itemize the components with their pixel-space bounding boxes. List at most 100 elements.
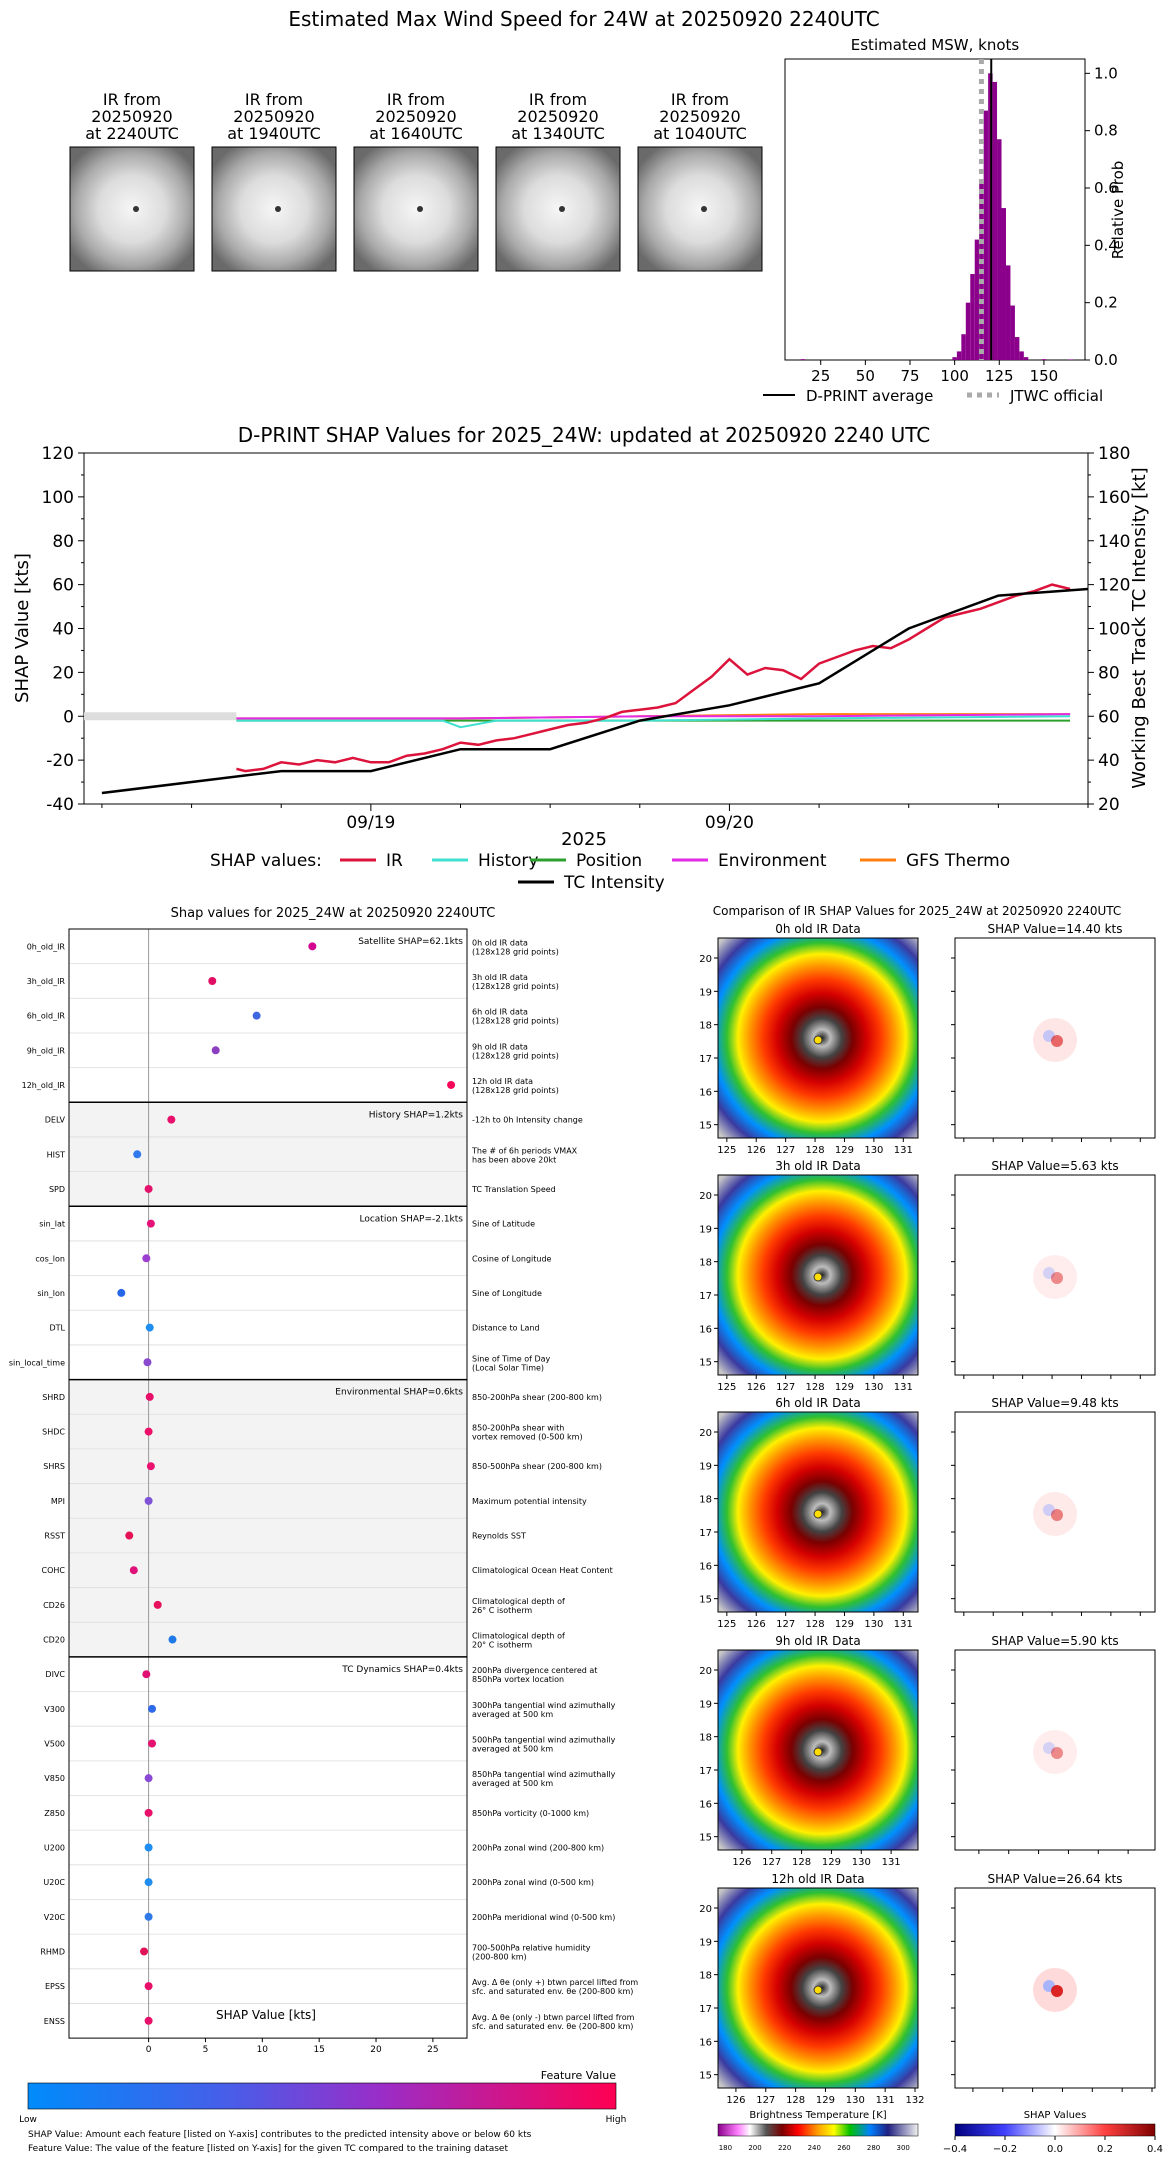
feature-description: sfc. and saturated env. θe (200-800 km) <box>472 2022 633 2031</box>
feature-description: averaged at 500 km <box>472 1745 553 1754</box>
feature-description: averaged at 500 km <box>472 1710 553 1719</box>
histogram-bar <box>1005 265 1011 360</box>
feature-point <box>143 1358 152 1367</box>
feature-point <box>144 2016 153 2025</box>
feature-point <box>145 1392 154 1401</box>
feature-name: 0h_old_IR <box>27 942 66 951</box>
thumb-caption-line2: 20250920 <box>91 107 172 126</box>
feature-description: Avg. Δ θe (only +) btwn parcel lifted fr… <box>472 1978 638 1987</box>
feature-point <box>144 1912 153 1921</box>
feature-name: MPI <box>51 1497 65 1506</box>
feature-description: Avg. Δ θe (only -) btwn parcel lifted fr… <box>472 2013 635 2022</box>
histogram-y-ticks: 0.0 0.2 0.4 0.6 0.8 1.0 <box>1085 64 1118 369</box>
ir-y-tick-label: 19 <box>699 987 712 998</box>
histogram-legend: D-PRINT average JTWC official <box>763 387 1103 405</box>
feature-description: (128x128 grid points) <box>472 1017 559 1026</box>
scatter-body: Satellite SHAP=62.1kts 0h_old_IR 0h old IR… <box>9 928 638 2055</box>
thumb-caption-line1: IR from <box>387 90 445 109</box>
feature-description: 500hPa tangential wind azimuthally <box>472 1736 616 1745</box>
ir-y-tick-label: 20 <box>699 1666 712 1677</box>
feature-point <box>144 1427 153 1436</box>
feature-description: (Local Solar Time) <box>472 1363 544 1372</box>
feature-point <box>153 1600 162 1609</box>
timeseries-y-label: SHAP Value [kts] <box>12 553 33 703</box>
legend-label: IR <box>386 851 403 871</box>
feature-description: 9h old IR data <box>472 1042 528 1051</box>
ir-x-tick-label: 128 <box>786 2095 805 2106</box>
histogram-frame <box>784 58 1086 361</box>
feature-description: 850hPa vortex location <box>472 1675 564 1684</box>
feature-name: SHDC <box>42 1428 65 1437</box>
timeseries-x-label: 2025 <box>561 829 607 850</box>
y-tick-label: 60 <box>52 576 74 596</box>
thumb-caption-line2: 20250920 <box>375 107 456 126</box>
timeseries-lines <box>101 583 1089 795</box>
scatter-frame <box>68 928 468 2039</box>
feature-point <box>145 1323 154 1332</box>
bt-tick-label: 220 <box>778 2144 791 2152</box>
ir-y-tick-label: 19 <box>699 1224 712 1235</box>
feature-name: SHRS <box>43 1462 65 1471</box>
histogram-x-tick-label: 75 <box>900 367 919 385</box>
ir-y-tick-label: 20 <box>699 1191 712 1202</box>
ir-x-tick-label: 127 <box>756 2095 775 2106</box>
histogram-bar <box>961 334 966 360</box>
storm-eye <box>813 1985 823 1995</box>
ir-thumbnail-image <box>353 146 479 272</box>
ir-y-tick-label: 17 <box>699 2004 712 2015</box>
scatter-title: Shap values for 2025_24W at 20250920 224… <box>171 906 496 921</box>
y-tick-label: 100 <box>42 488 74 508</box>
legend-label: History <box>478 851 538 871</box>
ir-x-tick-label: 128 <box>792 1857 811 1868</box>
feature-name: RSST <box>44 1532 65 1541</box>
feature-name: V500 <box>44 1740 65 1749</box>
feature-description: Climatological depth of <box>472 1597 565 1606</box>
feature-description: (128x128 grid points) <box>472 1086 559 1095</box>
feature-description: (128x128 grid points) <box>472 982 559 991</box>
feature-description: Sine of Longitude <box>472 1289 542 1298</box>
legend-label: GFS Thermo <box>906 851 1010 871</box>
histogram-y-tick-label: 1.0 <box>1094 64 1118 82</box>
feature-name: 6h_old_IR <box>27 1012 66 1021</box>
thumb-caption-line2: 20250920 <box>659 107 740 126</box>
timeseries-title: D-PRINT SHAP Values for 2025_24W: update… <box>238 423 930 447</box>
shap-timeseries: D-PRINT SHAP Values for 2025_24W: update… <box>12 423 1150 893</box>
ir-y-tick-label: 15 <box>699 1358 712 1369</box>
feature-point <box>144 1843 153 1852</box>
ir-x-tick-label: 130 <box>864 1145 883 1156</box>
shap-panel-title: SHAP Value=14.40 kts <box>988 922 1123 936</box>
ir-y-tick-label: 18 <box>699 1495 712 1506</box>
ir-x-tick-label: 125 <box>717 1382 736 1393</box>
series-line-environment <box>236 713 1071 720</box>
feature-name: HIST <box>47 1150 65 1159</box>
histogram-y-tick-label: 0.6 <box>1094 179 1118 197</box>
ir-x-tick-label: 131 <box>882 1857 901 1868</box>
scatter-x-tick-label: 25 <box>427 2045 438 2055</box>
ir-y-tick-label: 15 <box>699 1595 712 1606</box>
feature-name: COHC <box>42 1566 66 1575</box>
ir-x-tick-label: 131 <box>894 1382 913 1393</box>
shap-panel-title: SHAP Value=9.48 kts <box>991 1396 1118 1410</box>
feature-name: DIVC <box>45 1670 65 1679</box>
ir-x-tick-label: 129 <box>816 2095 835 2106</box>
scatter-x-label: SHAP Value [kts] <box>216 2008 316 2022</box>
timeseries-frame <box>83 452 1089 805</box>
feature-point <box>144 1184 153 1193</box>
feature-point <box>144 1878 153 1887</box>
histogram-bar <box>1023 357 1029 360</box>
feature-point <box>146 1219 155 1228</box>
ir-y-tick-label: 16 <box>699 1324 712 1335</box>
ir-x-tick-label: 131 <box>876 2095 895 2106</box>
ir-panel-title: 3h old IR Data <box>775 1159 861 1173</box>
thumb-caption-line1: IR from <box>671 90 729 109</box>
ir-x-tick-label: 129 <box>835 1145 854 1156</box>
feature-value-colorbar <box>27 2082 617 2110</box>
feature-name: U200 <box>44 1843 65 1852</box>
ir-y-tick-label: 16 <box>699 1799 712 1810</box>
feature-name: V850 <box>44 1774 65 1783</box>
shap-blob-positive <box>1051 1509 1063 1521</box>
shap-colorbar-label: SHAP Values <box>1024 2110 1087 2121</box>
feature-description: 20° C isotherm <box>472 1641 532 1650</box>
histogram-x-tick-label: 100 <box>940 367 969 385</box>
